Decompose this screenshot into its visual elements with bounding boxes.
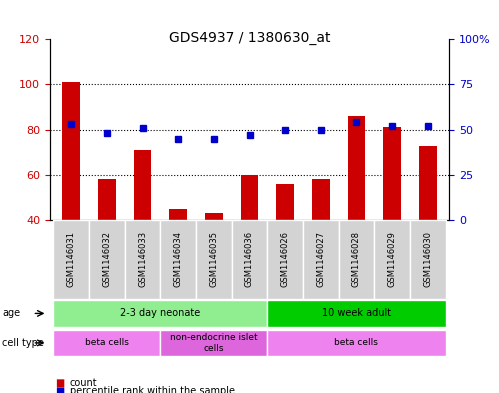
- Bar: [347, 116, 365, 220]
- Bar: [383, 127, 401, 220]
- FancyBboxPatch shape: [303, 220, 339, 299]
- Bar: [205, 213, 223, 220]
- FancyBboxPatch shape: [232, 220, 267, 299]
- Text: GSM1146034: GSM1146034: [174, 231, 183, 287]
- Bar: [241, 175, 258, 220]
- FancyBboxPatch shape: [89, 220, 125, 299]
- FancyBboxPatch shape: [410, 220, 446, 299]
- Text: percentile rank within the sample: percentile rank within the sample: [70, 386, 235, 393]
- Text: GSM1146031: GSM1146031: [67, 231, 76, 287]
- Text: GSM1146026: GSM1146026: [280, 231, 289, 287]
- Bar: [134, 150, 152, 220]
- Text: GSM1146027: GSM1146027: [316, 231, 325, 287]
- Text: GSM1146030: GSM1146030: [423, 231, 432, 287]
- FancyBboxPatch shape: [267, 330, 446, 356]
- FancyBboxPatch shape: [160, 330, 267, 356]
- FancyBboxPatch shape: [374, 220, 410, 299]
- Bar: [169, 209, 187, 220]
- Text: GDS4937 / 1380630_at: GDS4937 / 1380630_at: [169, 31, 330, 46]
- Text: GSM1146033: GSM1146033: [138, 231, 147, 287]
- Text: GSM1146029: GSM1146029: [388, 231, 397, 287]
- Text: GSM1146036: GSM1146036: [245, 231, 254, 287]
- FancyBboxPatch shape: [160, 220, 196, 299]
- Text: GSM1146028: GSM1146028: [352, 231, 361, 287]
- Text: GSM1146035: GSM1146035: [210, 231, 219, 287]
- FancyBboxPatch shape: [53, 220, 89, 299]
- FancyBboxPatch shape: [339, 220, 374, 299]
- Bar: [419, 145, 437, 220]
- FancyBboxPatch shape: [267, 220, 303, 299]
- FancyBboxPatch shape: [53, 300, 267, 327]
- FancyBboxPatch shape: [53, 330, 160, 356]
- Text: beta cells: beta cells: [85, 338, 129, 347]
- Bar: [312, 179, 330, 220]
- Text: GSM1146032: GSM1146032: [102, 231, 111, 287]
- FancyBboxPatch shape: [196, 220, 232, 299]
- Text: count: count: [70, 378, 97, 388]
- FancyBboxPatch shape: [125, 220, 160, 299]
- Bar: [276, 184, 294, 220]
- Text: 2-3 day neonate: 2-3 day neonate: [120, 309, 201, 318]
- Text: cell type: cell type: [2, 338, 44, 348]
- Text: ■: ■: [55, 378, 64, 388]
- Text: age: age: [2, 309, 20, 318]
- Bar: [98, 179, 116, 220]
- Text: ■: ■: [55, 386, 64, 393]
- Bar: [62, 82, 80, 220]
- Text: non-endocrine islet
cells: non-endocrine islet cells: [170, 333, 257, 353]
- Text: beta cells: beta cells: [334, 338, 378, 347]
- FancyBboxPatch shape: [267, 300, 446, 327]
- Text: 10 week adult: 10 week adult: [322, 309, 391, 318]
